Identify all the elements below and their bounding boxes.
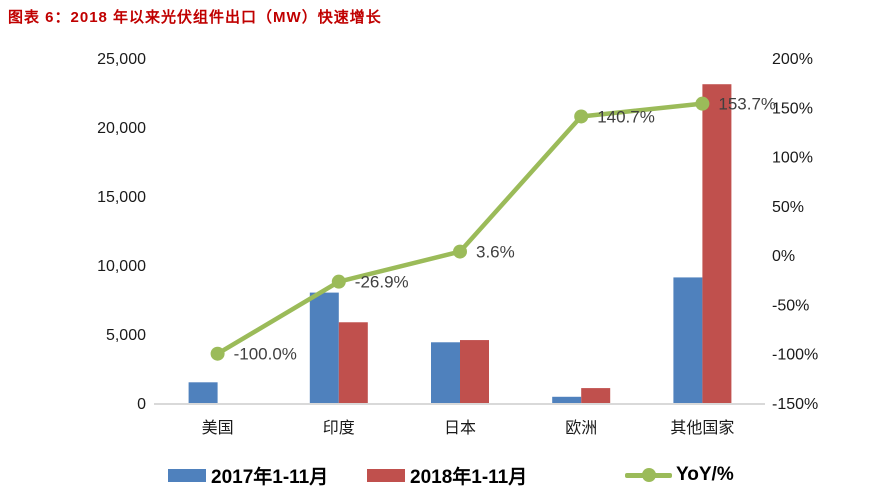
yoy-point-label-2: 3.6% [476,243,515,262]
bar-2018-2 [460,340,489,403]
yoy-point-label-1: -26.9% [355,273,409,292]
right-axis-tick-label: -100% [772,347,818,364]
left-axis-tick-label: 10,000 [97,258,146,275]
yoy-line [215,101,705,356]
right-axis-tick-label: 50% [772,199,804,216]
bar-2017-0 [188,382,218,403]
category-label: 其他国家 [670,419,734,437]
legend-item-2018: 2018年1-11月 [367,462,527,488]
legend-swatch-2017-icon [168,468,206,482]
left-axis-tick-label: 25,000 [97,51,146,68]
right-axis-tick-label: 100% [772,150,813,167]
left-axis-tick-label: 15,000 [97,189,146,206]
left-axis-tick-label: 0 [137,396,146,413]
yoy-marker-1 [331,274,346,289]
legend-item-yoy: YoY/% [625,462,734,488]
legend-dot-icon [641,468,656,482]
category-label: 印度 [323,419,355,437]
bar-2017-1 [309,292,339,403]
left-axis-tick-label: 5,000 [106,327,146,344]
legend-label-yoy: YoY/% [676,464,734,485]
yoy-marker-4 [695,96,710,111]
legend-swatch-2018-icon [367,468,405,482]
bar-2018-1 [338,322,368,403]
right-axis-tick-label: 0% [772,248,795,265]
bar-2018-3 [581,388,611,403]
category-label: 欧洲 [565,419,597,437]
legend-label-2017: 2017年1-11月 [211,466,329,488]
figure-title: 图表 6：2018 年以来光伏组件出口（MW）快速增长 [8,9,382,26]
bar-2017-2 [431,342,460,403]
yoy-marker-3 [574,109,589,124]
right-axis-tick-label: -50% [772,297,809,314]
legend-line-marker-icon [625,468,672,482]
legend-label-2018: 2018年1-11月 [410,466,528,488]
yoy-point-label-3: 140.7% [597,107,655,126]
yoy-point-label-0: -100.0% [234,345,297,364]
category-label: 美国 [202,419,234,437]
bar-2018-4 [702,84,732,403]
right-axis-tick-label: -150% [772,396,818,413]
yoy-point-label-4: 153.7% [718,95,776,114]
bar-2017-4 [673,277,703,403]
yoy-marker-2 [453,244,467,259]
right-axis-tick-label: 150% [772,100,813,117]
yoy-marker-0 [210,346,225,361]
right-axis-tick-label: 200% [772,51,813,68]
legend-item-2017: 2017年1-11月 [168,462,328,488]
bar-2017-3 [552,396,582,403]
category-label: 日本 [444,419,476,437]
left-axis-tick-label: 20,000 [97,120,146,137]
